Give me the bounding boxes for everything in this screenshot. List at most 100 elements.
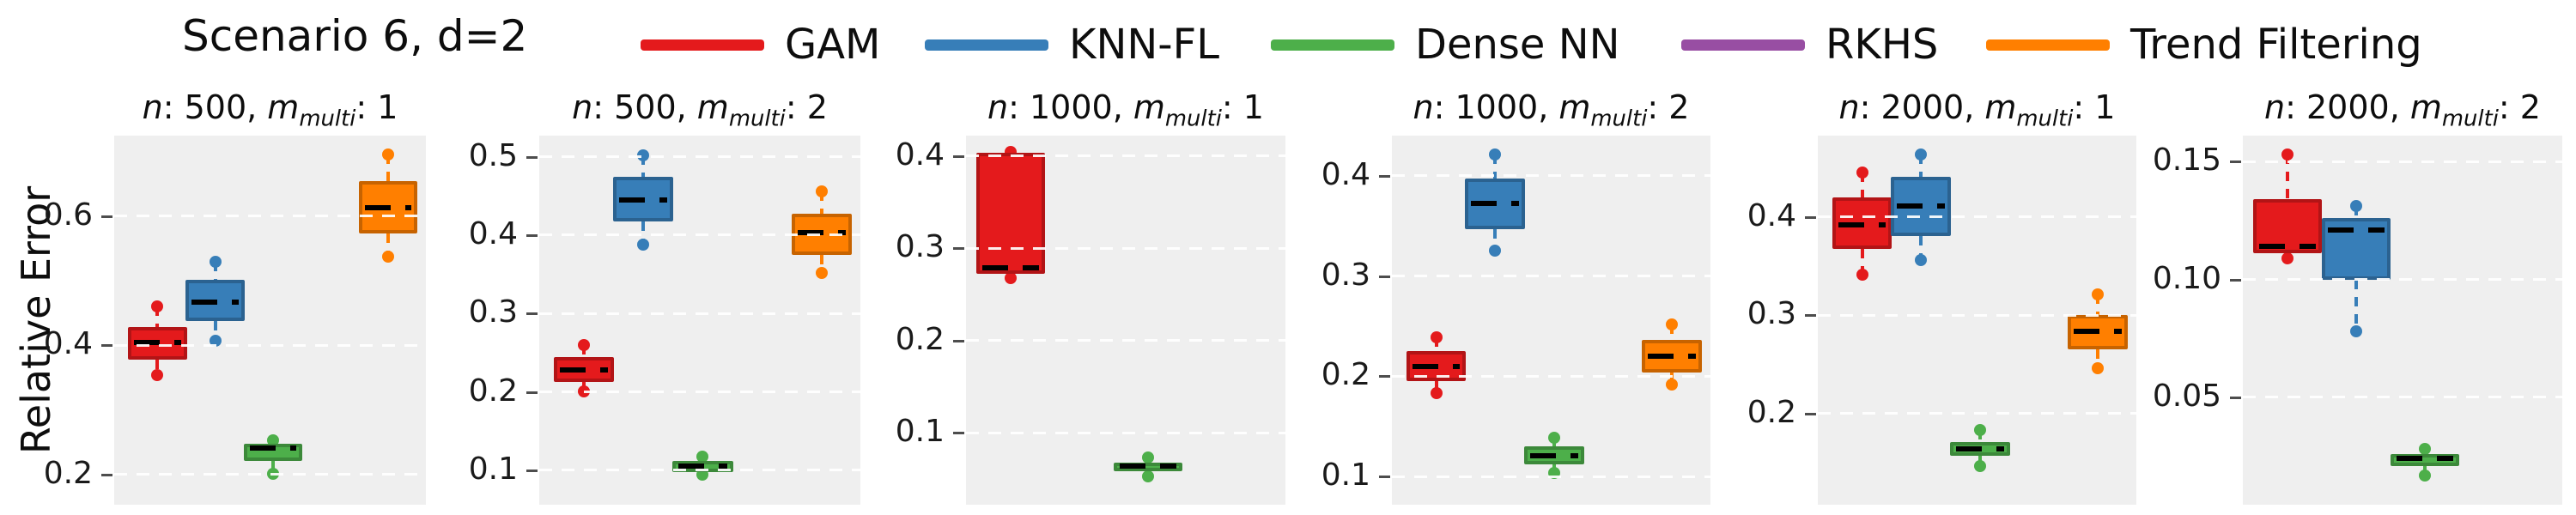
gridline	[2243, 160, 2562, 163]
box-gam	[976, 153, 1046, 275]
gridline	[539, 312, 860, 315]
y-tick-mark	[1805, 412, 1816, 415]
subplot-4-title: n: 1000, mmulti: 2	[1413, 88, 1690, 132]
whisker-lower	[819, 254, 823, 273]
y-tick-mark	[953, 154, 964, 158]
whisker-dot-lower	[151, 368, 164, 381]
y-tick-label: 0.15	[2152, 142, 2221, 179]
y-tick-label: 0.3	[1321, 257, 1370, 293]
whisker-dot-upper	[696, 451, 709, 464]
whisker-dot-upper	[382, 148, 395, 161]
mean-line	[1529, 452, 1578, 458]
whisker-dot-upper	[1666, 318, 1679, 330]
y-tick-mark	[1379, 174, 1390, 178]
whisker-upper	[1919, 154, 1923, 178]
whisker-lower	[1434, 381, 1438, 394]
gridline	[1392, 275, 1710, 278]
y-tick-label: 0.1	[1321, 457, 1370, 494]
gridline	[2243, 278, 2562, 282]
whisker-dot-lower	[1973, 460, 1986, 473]
legend-label-gam: GAM	[785, 21, 881, 69]
whisker-lower	[2096, 349, 2100, 369]
subplot-4-plot-area	[1392, 136, 1710, 505]
whisker-dot-lower	[1489, 245, 1502, 258]
gridline	[539, 469, 860, 472]
whisker-dot-upper	[1142, 451, 1155, 464]
whisker-dot-lower	[209, 335, 222, 348]
subplot-5-title: n: 2000, mmulti: 1	[1838, 88, 2116, 132]
y-tick-label: 0.10	[2152, 260, 2221, 296]
whisker-upper	[1860, 173, 1864, 198]
whisker-upper	[1670, 324, 1674, 341]
y-tick-label: 0.4	[43, 326, 93, 362]
y-tick-label: 0.2	[895, 321, 945, 357]
whisker-upper	[1434, 336, 1438, 352]
subplot-3-title: n: 1000, mmulti: 1	[987, 88, 1264, 132]
gridline	[966, 339, 1285, 342]
subplot-2-plot-area	[539, 136, 860, 505]
y-tick-mark	[953, 432, 964, 435]
subplot-2-title: n: 500, mmulti: 2	[572, 88, 828, 132]
whisker-lower	[270, 460, 275, 474]
whisker-dot-lower	[1005, 271, 1018, 284]
mean-line	[1838, 222, 1886, 228]
whisker-dot-lower	[2350, 325, 2363, 338]
whisker-lower	[1919, 235, 1923, 261]
gridline	[2243, 396, 2562, 399]
mean-line	[1955, 445, 2004, 451]
y-tick-mark	[526, 155, 538, 159]
mean-line	[2259, 244, 2317, 250]
y-tick-mark	[953, 247, 964, 251]
whisker-dot-upper	[1973, 424, 1986, 437]
whisker-dot-lower	[815, 266, 828, 279]
legend-swatch-rkhs	[1681, 39, 1805, 51]
y-tick-mark	[526, 312, 538, 316]
whisker-dot-upper	[2419, 443, 2432, 456]
whisker-lower	[1670, 372, 1674, 385]
whisker-upper	[641, 154, 646, 178]
legend-label-trend-filtering: Trend Filtering	[2130, 21, 2422, 69]
whisker-dot-upper	[577, 338, 590, 351]
whisker-upper	[155, 306, 160, 327]
mean-line	[678, 464, 727, 470]
gridline	[1818, 215, 2136, 219]
y-tick-mark	[1805, 215, 1816, 219]
legend-item-gam: GAM	[641, 17, 880, 72]
mean-line	[982, 264, 1040, 270]
whisker-dot-lower	[637, 238, 650, 251]
mean-line	[1471, 201, 1520, 207]
gridline	[539, 391, 860, 394]
legend-label-knn-fl: KNN-FL	[1069, 21, 1219, 69]
whisker-upper	[2354, 206, 2359, 219]
y-tick-label: 0.3	[1747, 296, 1796, 332]
y-tick-mark	[953, 339, 964, 342]
y-tick-mark	[2230, 396, 2241, 399]
y-tick-label: 0.4	[895, 136, 945, 173]
subplot-5-plot-area	[1818, 136, 2136, 505]
gridline	[114, 215, 426, 218]
gridline	[114, 473, 426, 476]
subplot-1-title: n: 500, mmulti: 1	[142, 88, 398, 132]
y-tick-label: 0.3	[895, 229, 945, 265]
y-tick-label: 0.05	[2152, 378, 2221, 414]
y-tick-label: 0.2	[1747, 394, 1796, 430]
mean-line	[2397, 456, 2454, 462]
legend-item-knn-fl: KNN-FL	[925, 17, 1219, 72]
legend-swatch-gam	[641, 39, 764, 51]
whisker-lower	[213, 320, 217, 342]
y-tick-mark	[526, 233, 538, 237]
legend-swatch-trend-filtering	[1986, 39, 2110, 51]
whisker-dot-lower	[2419, 469, 2432, 482]
subplot-6-title: n: 2000, mmulti: 2	[2264, 88, 2541, 132]
y-tick-mark	[526, 391, 538, 394]
gridline	[539, 155, 860, 159]
whisker-upper	[1493, 154, 1498, 179]
mean-line	[797, 230, 846, 236]
whisker-dot-lower	[2092, 362, 2105, 375]
whisker-dot-lower	[1666, 378, 1679, 391]
whisker-dot-upper	[1489, 148, 1502, 161]
whisker-dot-upper	[815, 185, 828, 197]
y-tick-label: 0.4	[1321, 156, 1370, 192]
y-tick-label: 0.3	[468, 294, 518, 330]
whisker-dot-lower	[1915, 254, 1928, 267]
